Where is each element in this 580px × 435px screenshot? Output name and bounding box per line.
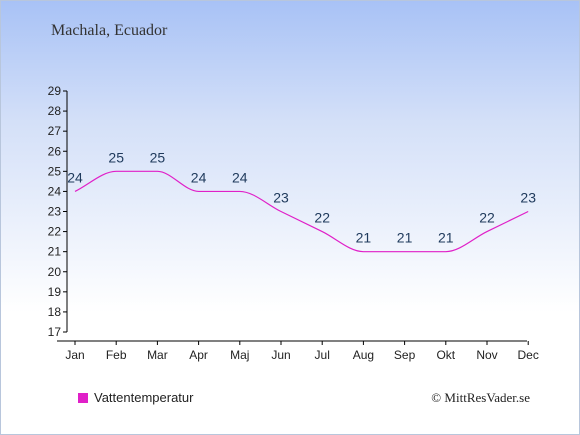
legend-label: Vattentemperatur [94, 390, 194, 405]
data-label: 23 [520, 190, 536, 206]
x-tick-label: Sep [394, 348, 416, 362]
y-tick-label: 29 [48, 84, 62, 98]
x-tick-label: Jun [271, 348, 290, 362]
data-label: 22 [479, 210, 495, 226]
legend-swatch [78, 392, 88, 403]
y-tick-label: 22 [48, 225, 62, 239]
y-tick-label: 23 [48, 205, 62, 219]
x-tick-label: Jul [315, 348, 330, 362]
y-tick-label: 28 [48, 104, 62, 118]
x-tick-label: Aug [353, 348, 374, 362]
data-label: 21 [356, 230, 372, 246]
data-label: 21 [438, 230, 454, 246]
y-tick-label: 21 [48, 245, 62, 259]
data-label: 22 [314, 210, 330, 226]
data-label: 24 [67, 169, 83, 185]
data-label: 23 [273, 190, 289, 206]
chart-title: Machala, Ecuador [51, 22, 168, 39]
data-label: 25 [108, 149, 124, 165]
credit-text: © MittResVader.se [431, 390, 530, 405]
x-tick-label: Mar [147, 348, 168, 362]
x-tick-label: Feb [106, 348, 127, 362]
x-tick-label: Maj [230, 348, 249, 362]
data-label: 24 [191, 169, 207, 185]
x-tick-label: Okt [436, 348, 455, 362]
data-label: 25 [150, 149, 166, 165]
y-tick-label: 18 [48, 305, 62, 319]
y-tick-label: 25 [48, 164, 62, 178]
x-tick-label: Nov [476, 348, 497, 362]
series-line-vattentemperatur [74, 170, 529, 253]
y-tick-label: 26 [48, 144, 62, 158]
x-tick-label: Apr [189, 348, 208, 362]
x-tick-label: Dec [518, 348, 539, 362]
y-tick-label: 24 [48, 184, 62, 198]
y-tick-label: 20 [48, 265, 62, 279]
y-tick-label: 27 [48, 124, 62, 138]
y-tick-label: 19 [48, 285, 62, 299]
x-tick-label: Jan [65, 348, 84, 362]
data-label: 24 [232, 169, 248, 185]
y-tick-label: 17 [48, 325, 62, 339]
data-label: 21 [397, 230, 413, 246]
legend: Vattentemperatur [78, 390, 193, 405]
